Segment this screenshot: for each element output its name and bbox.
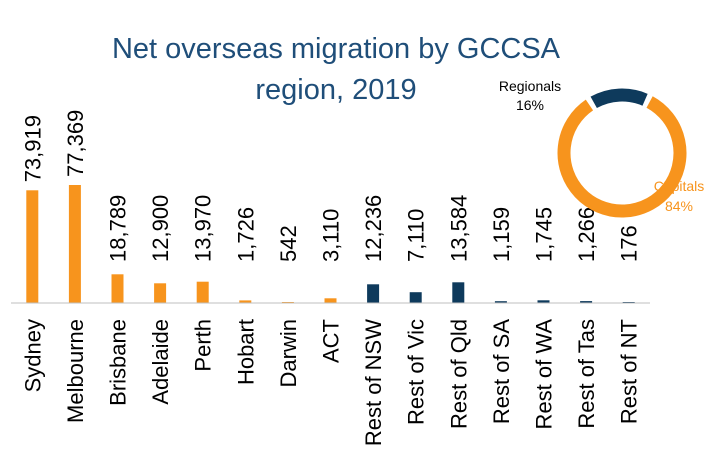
donut-slice-capitals [557,96,687,218]
donut-chart: Regionals 16% Capitals 84% [499,78,705,218]
value-label: 13,970 [191,195,216,262]
category-label: Rest of Tas [574,319,599,429]
category-label: Rest of SA [489,319,514,424]
value-label: 7,110 [404,209,429,262]
bar-adelaide [154,283,167,303]
bar-hobart [239,300,252,303]
category-label: Brisbane [106,319,131,406]
category-label: ACT [319,319,344,363]
bar-rest-of-sa [494,301,507,303]
bar-brisbane [111,274,124,303]
bar-rest-of-qld [452,282,465,303]
bar-melbourne [68,185,81,303]
value-label: 542 [276,225,301,262]
value-label: 12,900 [148,195,173,262]
category-label: Rest of WA [532,319,557,430]
category-label: Hobart [233,319,258,385]
category-label: Adelaide [148,319,173,405]
value-label: 176 [617,225,642,262]
bar-rest-of-nsw [367,284,380,303]
value-label: 77,369 [63,110,88,177]
category-label: Perth [191,319,216,372]
value-label: 18,789 [106,195,131,262]
donut-label-regionals-name: Regionals [499,78,561,94]
bar-sydney [26,190,39,303]
chart-title-line-2: region, 2019 [255,74,416,106]
donut-label-capitals-name: Capitals [654,178,705,194]
value-label: 1,726 [233,207,258,262]
category-label: Sydney [20,319,45,392]
value-label: 1,745 [532,207,557,262]
bar-act [324,298,337,303]
category-label: Rest of NSW [361,319,386,446]
value-label: 1,266 [574,207,599,262]
bar-rest-of-wa [537,300,550,303]
category-label: Rest of NT [617,319,642,424]
bar-rest-of-vic [409,292,422,303]
value-label: 13,584 [446,195,471,262]
value-label: 73,919 [20,115,45,182]
category-label: Melbourne [63,319,88,423]
chart-title-line-1: Net overseas migration by GCCSA [112,33,561,65]
bar-rest-of-tas [580,301,593,303]
category-label: Darwin [276,319,301,387]
category-label: Rest of Qld [446,319,471,429]
category-label: Rest of Vic [404,319,429,425]
donut-label-capitals-value: 84% [665,198,693,214]
value-label: 3,110 [319,209,344,262]
value-label: 12,236 [361,195,386,262]
bar-series: 73,919 Sydney 77,369 Melbourne 18,789 Brisban… [20,110,641,446]
bar-perth [196,281,209,303]
donut-label-regionals-value: 16% [516,97,544,113]
donut-slice-regionals [590,88,648,109]
value-label: 1,159 [489,207,514,262]
